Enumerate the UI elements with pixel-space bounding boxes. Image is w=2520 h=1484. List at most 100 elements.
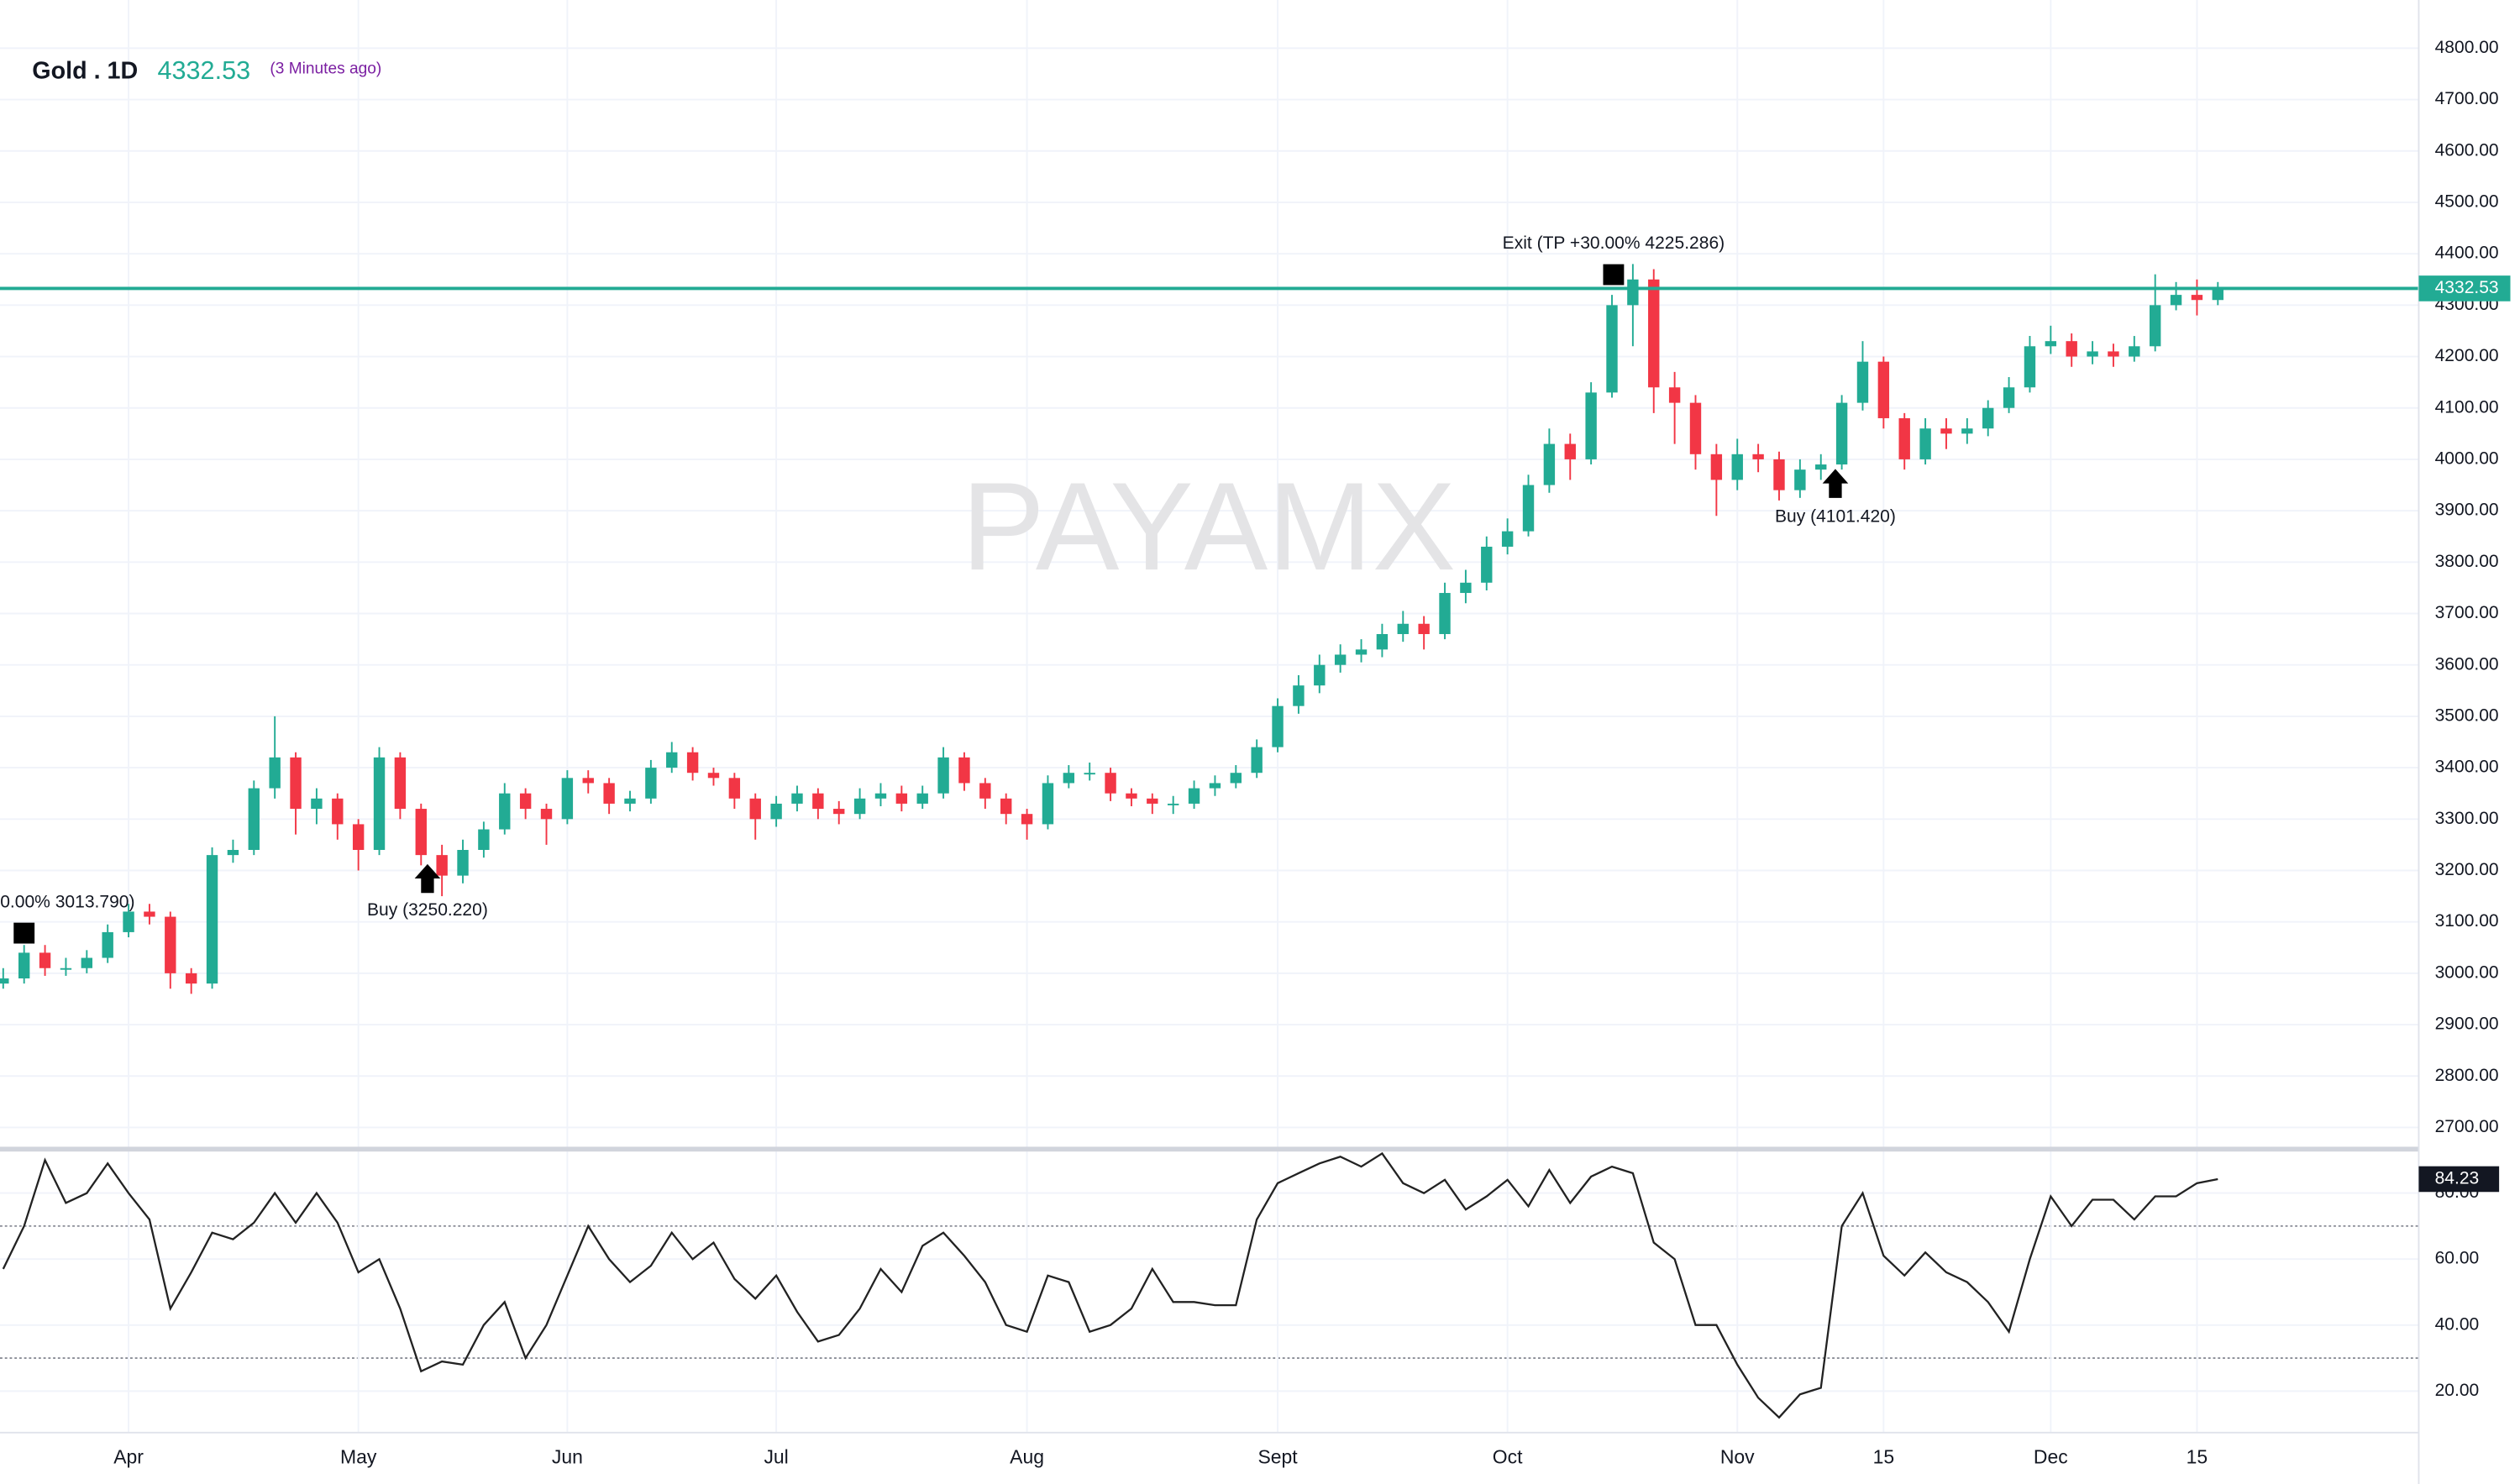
candle-body bbox=[2129, 346, 2140, 357]
exit-marker bbox=[13, 922, 35, 944]
y-tick-label: 3900.00 bbox=[2435, 501, 2499, 520]
candle-body bbox=[311, 798, 323, 810]
candle-body bbox=[1105, 773, 1116, 794]
trade-label: 0.00% 3013.790) bbox=[0, 892, 134, 911]
candle-body bbox=[206, 855, 218, 984]
oscillator-tag-label: 84.23 bbox=[2435, 1169, 2480, 1188]
candle-body bbox=[332, 798, 344, 825]
exit-marker bbox=[1603, 264, 1625, 286]
x-tick-label: Nov bbox=[1720, 1445, 1755, 1467]
candle-body bbox=[707, 773, 720, 779]
candle-body bbox=[1668, 387, 1681, 403]
candle-body bbox=[457, 850, 469, 876]
candle-body bbox=[1815, 464, 1827, 470]
candle-body bbox=[1940, 428, 1952, 434]
oscillator-tick-label: 40.00 bbox=[2435, 1314, 2480, 1334]
candle-body bbox=[1084, 773, 1095, 775]
candle-body bbox=[1021, 814, 1033, 825]
oscillator-tick-label: 20.00 bbox=[2435, 1381, 2480, 1400]
candle-body bbox=[791, 793, 803, 804]
candle-body bbox=[1293, 685, 1305, 706]
candle-body bbox=[499, 793, 511, 830]
candle-body bbox=[728, 778, 741, 799]
y-tick-label: 3000.00 bbox=[2435, 962, 2499, 982]
update-time: (3 Minutes ago) bbox=[270, 60, 381, 77]
candle-body bbox=[979, 783, 991, 799]
candle-body bbox=[1773, 459, 1785, 490]
candle-body bbox=[1000, 798, 1012, 815]
y-tick-label: 4200.00 bbox=[2435, 346, 2499, 365]
candle-body bbox=[1856, 361, 1869, 403]
candle-body bbox=[290, 757, 302, 810]
candle-body bbox=[478, 829, 490, 851]
candle-body bbox=[248, 788, 260, 851]
candle-body bbox=[958, 757, 970, 784]
candle-body bbox=[666, 752, 678, 768]
grid bbox=[0, 0, 2419, 1433]
y-tick-label: 3700.00 bbox=[2435, 603, 2499, 622]
y-tick-label: 3600.00 bbox=[2435, 654, 2499, 674]
x-tick-label: May bbox=[340, 1445, 377, 1467]
x-tick-label: Apr bbox=[113, 1445, 144, 1467]
candle-body bbox=[1355, 649, 1368, 655]
candle-body bbox=[102, 931, 113, 958]
candle-body bbox=[0, 978, 9, 984]
candle-body bbox=[1418, 623, 1430, 634]
candle-body bbox=[394, 757, 407, 810]
last-price-tag-label: 4332.53 bbox=[2435, 278, 2499, 297]
candle-body bbox=[1794, 469, 1806, 490]
candle-body bbox=[1501, 531, 1514, 547]
chart-title: Gold . 1D bbox=[32, 58, 138, 85]
y-tick-label: 4700.00 bbox=[2435, 89, 2499, 108]
candle-body bbox=[165, 916, 176, 973]
candle-body bbox=[853, 798, 866, 815]
candle-body bbox=[2024, 346, 2036, 388]
candle-body bbox=[833, 809, 845, 815]
y-tick-label: 4400.00 bbox=[2435, 244, 2499, 263]
y-tick-label: 4600.00 bbox=[2435, 140, 2499, 160]
candle-body bbox=[1063, 773, 1075, 784]
y-tick-label: 4800.00 bbox=[2435, 38, 2499, 57]
candle-body bbox=[1522, 485, 1535, 532]
y-tick-label: 4000.00 bbox=[2435, 448, 2499, 468]
candle-body bbox=[1710, 454, 1723, 480]
candle-body bbox=[2087, 351, 2098, 357]
candle-body bbox=[415, 809, 427, 856]
trade-label: Exit (TP +30.00% 4225.286) bbox=[1503, 233, 1725, 253]
candle-body bbox=[540, 809, 553, 820]
x-tick-label: Sept bbox=[1257, 1445, 1298, 1467]
candle-body bbox=[1209, 783, 1221, 789]
candle-body bbox=[1376, 633, 1389, 650]
candle-body bbox=[2149, 305, 2161, 347]
candle-body bbox=[624, 798, 636, 804]
candle-body bbox=[2170, 295, 2182, 306]
x-tick-label: 15 bbox=[2187, 1445, 2208, 1467]
candle-body bbox=[895, 793, 908, 804]
x-tick-label: 15 bbox=[1873, 1445, 1895, 1467]
candle-body bbox=[1627, 279, 1639, 306]
candle-body bbox=[874, 793, 887, 799]
candle-body bbox=[1397, 623, 1409, 634]
trade-label: Buy (4101.420) bbox=[1775, 506, 1896, 526]
x-tick-label: Oct bbox=[1493, 1445, 1523, 1467]
candle-body bbox=[144, 911, 155, 917]
candle-body bbox=[2212, 288, 2224, 301]
y-tick-label: 3400.00 bbox=[2435, 758, 2499, 777]
y-tick-label: 3800.00 bbox=[2435, 552, 2499, 571]
candle-body bbox=[1982, 407, 1994, 429]
candle-body bbox=[1334, 654, 1347, 665]
candle-body bbox=[2045, 341, 2057, 347]
candle-body bbox=[645, 768, 657, 799]
candle-body bbox=[60, 967, 72, 970]
candle-body bbox=[582, 778, 594, 784]
candle-body bbox=[2191, 295, 2203, 301]
oscillator-tag bbox=[2418, 1166, 2500, 1193]
candle-body bbox=[1188, 788, 1200, 804]
candle-body bbox=[1961, 428, 1973, 434]
candle-body bbox=[2003, 387, 2015, 408]
candle-body bbox=[1314, 664, 1326, 686]
candle-body bbox=[1481, 546, 1493, 583]
candle-body bbox=[1752, 454, 1764, 459]
candle-body bbox=[373, 757, 386, 851]
